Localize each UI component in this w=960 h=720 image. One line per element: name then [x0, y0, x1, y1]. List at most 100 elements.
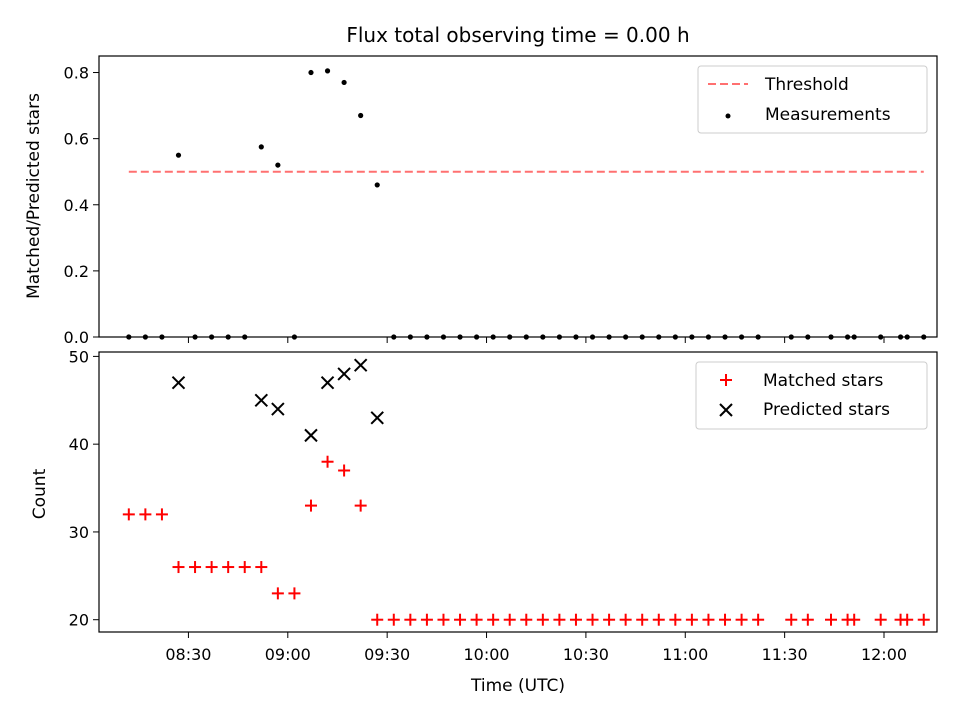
measurement-point	[275, 162, 281, 168]
matched-star-point	[387, 613, 400, 626]
matched-star-point	[685, 613, 698, 626]
predicted-star-point	[304, 428, 318, 443]
measurement-point	[258, 144, 264, 150]
matched-star-point	[487, 613, 500, 626]
matched-star-point	[122, 508, 135, 521]
matched-star-point	[288, 587, 301, 600]
matched-star-point	[155, 508, 168, 521]
matched-star-point	[752, 613, 765, 626]
predicted-star-point	[320, 376, 335, 390]
predicted-star-stroke	[353, 358, 368, 372]
predicted-star-stroke	[320, 376, 335, 390]
matched-star-point	[569, 613, 582, 626]
measurement-point	[341, 79, 347, 86]
matched-star-point	[520, 613, 533, 626]
predicted-star-stroke	[254, 393, 269, 407]
count-plot-area: 20 30 40 50 08:30 09:00 09:30 10:00 10:30 11:00 11…	[69, 347, 930, 664]
predicted-star-point	[337, 367, 351, 381]
predicted-star-stroke	[304, 428, 318, 443]
matched-star-point	[719, 613, 732, 626]
ratio-plot-frame	[98, 55, 938, 338]
count-y-tick-label: 40	[69, 435, 89, 454]
matched-star-point	[848, 613, 861, 626]
count-x-tick-label: 11:30	[762, 645, 808, 664]
matched-star-point	[454, 613, 467, 626]
matched-star-point	[536, 613, 549, 626]
predicted-star-point	[171, 376, 186, 390]
matched-star-point	[189, 561, 202, 574]
matched-star-point	[652, 613, 665, 626]
matched-star-point	[801, 613, 814, 626]
count-legend: Matched stars Predicted stars	[695, 361, 928, 430]
legend-measurements-label: Measurements	[765, 105, 891, 125]
matched-star-point	[222, 561, 235, 574]
matched-star-point	[470, 613, 483, 626]
matched-star-point	[735, 613, 748, 626]
matched-star-point	[371, 613, 384, 626]
predicted-star-point	[271, 402, 285, 416]
legend-measurements-swatch	[725, 113, 731, 119]
ratio-y-tick-label: 0.2	[64, 262, 89, 281]
count-x-tick-label: 10:30	[563, 645, 609, 664]
matched-star-point	[702, 613, 715, 626]
matched-star-point	[785, 613, 798, 626]
count-x-tick-label: 11:00	[662, 645, 708, 664]
count-x-tick-label: 08:30	[165, 645, 211, 664]
matched-star-point	[917, 613, 930, 626]
matched-star-point	[172, 561, 185, 574]
predicted-star-stroke	[171, 376, 186, 390]
count-x-tick-label: 09:00	[265, 645, 311, 664]
matched-star-point	[901, 613, 914, 626]
count-x-tick-label: 10:00	[463, 645, 509, 664]
ratio-plot-area: 0.0 0.2 0.4 0.6 0.8	[64, 64, 927, 347]
matched-star-point	[255, 561, 268, 574]
matched-star-point	[586, 613, 599, 626]
matched-star-point	[404, 613, 417, 626]
ratio-y-axis-label: Matched/Predicted stars	[24, 93, 44, 299]
predicted-star-point	[353, 358, 368, 372]
count-y-tick-label: 50	[69, 347, 89, 366]
matched-star-point	[271, 587, 284, 600]
legend-predicted-swatch	[719, 403, 733, 417]
count-plot-frame	[98, 351, 938, 633]
ratio-legend: Threshold Measurements	[697, 65, 928, 134]
legend-threshold-label: Threshold	[764, 75, 849, 95]
measurement-point	[324, 68, 331, 74]
chart-title: Flux total observing time = 0.00 h	[346, 23, 689, 47]
matched-star-point	[139, 508, 152, 521]
matched-star-point	[420, 613, 433, 626]
matched-star-point	[553, 613, 566, 626]
ratio-y-tick-label: 0.4	[64, 196, 89, 215]
count-y-tick-label: 20	[69, 611, 89, 630]
matched-star-point	[825, 613, 838, 626]
matched-star-point	[619, 613, 632, 626]
legend-predicted-label: Predicted stars	[763, 400, 890, 420]
predicted-star-point	[370, 411, 384, 425]
matched-star-point	[874, 613, 887, 626]
predicted-star-stroke	[370, 411, 384, 425]
predicted-star-stroke	[337, 367, 351, 381]
measurement-point	[308, 69, 314, 76]
matched-star-point	[321, 455, 334, 468]
matched-star-point	[205, 561, 218, 574]
ratio-y-tick-label: 0.6	[64, 130, 89, 149]
count-y-axis-label: Count	[30, 468, 50, 519]
matched-star-point	[238, 561, 251, 574]
predicted-star-point	[254, 393, 269, 407]
matched-star-point	[338, 464, 351, 477]
matched-star-point	[669, 613, 682, 626]
measurement-point	[358, 112, 364, 119]
matched-star-point	[603, 613, 616, 626]
matched-star-point	[437, 613, 450, 626]
measurement-point	[175, 152, 182, 158]
ratio-y-tick-label: 0.8	[64, 64, 89, 83]
legend-matched-label: Matched stars	[763, 371, 883, 391]
ratio-y-tick-label: 0.0	[64, 328, 89, 347]
count-y-tick-label: 30	[69, 523, 89, 542]
measurement-point	[374, 182, 380, 188]
predicted-star-stroke	[271, 402, 285, 416]
matched-star-point	[503, 613, 516, 626]
x-axis-label: Time (UTC)	[470, 676, 565, 696]
count-x-tick-label: 09:30	[364, 645, 410, 664]
